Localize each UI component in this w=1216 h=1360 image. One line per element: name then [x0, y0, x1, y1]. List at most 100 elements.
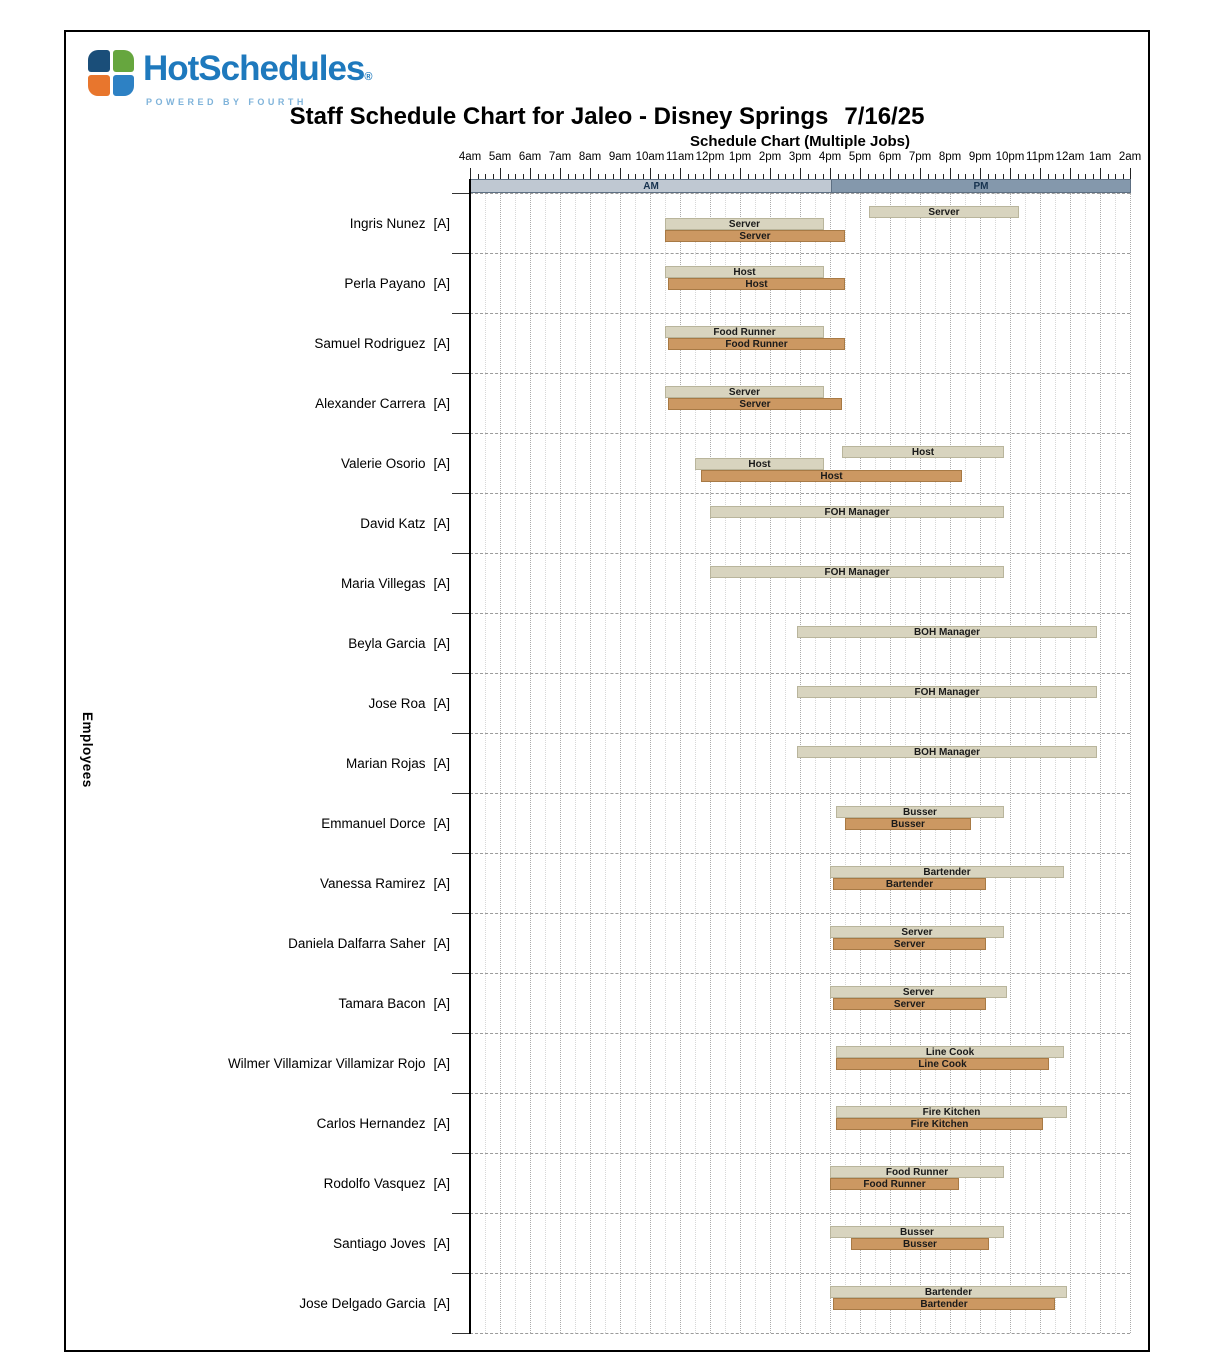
gridline-vertical — [740, 193, 741, 1333]
time-axis-ticks — [470, 166, 1131, 179]
row-tick — [452, 733, 469, 734]
time-label-2am: 2am — [1118, 151, 1142, 163]
am-band: AM — [470, 179, 831, 193]
row-tick — [452, 253, 469, 254]
shift-bar-scheduled[interactable]: Line Cook — [836, 1046, 1064, 1058]
quarter-tick — [1047, 174, 1049, 179]
quarter-tick — [665, 174, 666, 179]
employee-badge: [A] — [433, 575, 450, 591]
quarter-tick — [935, 174, 936, 179]
shift-bar-scheduled[interactable]: Busser — [830, 1226, 1004, 1238]
employee-badge: [A] — [433, 935, 450, 951]
shift-bar-scheduled[interactable]: Server — [869, 206, 1019, 218]
gridline-vertical — [1100, 193, 1101, 1333]
shift-bar-scheduled[interactable]: Host — [695, 458, 824, 470]
employee-name-text: Jose Roa — [368, 695, 426, 711]
shift-bar-scheduled[interactable]: Host — [665, 266, 824, 278]
y-axis-label: Employees — [80, 712, 95, 788]
time-label-1am: 1am — [1088, 151, 1112, 163]
time-label-5am: 5am — [488, 151, 512, 163]
shift-bar-scheduled[interactable]: BOH Manager — [797, 626, 1097, 638]
hour-tick — [890, 168, 891, 179]
shift-bar-actual[interactable]: Server — [668, 398, 842, 410]
row-tick — [452, 1153, 469, 1154]
logo-quadrant-orange — [88, 74, 110, 96]
shift-bar-actual[interactable]: Busser — [851, 1238, 989, 1250]
shift-bar-scheduled[interactable]: FOH Manager — [797, 686, 1097, 698]
quarter-tick — [695, 174, 696, 179]
quarter-tick — [597, 174, 599, 179]
shift-bar-scheduled[interactable]: FOH Manager — [710, 566, 1004, 578]
employee-name-text: Samuel Rodriguez — [314, 335, 426, 351]
brand-wordmark: HotSchedules® — [143, 50, 373, 96]
gridline-vertical — [905, 193, 906, 1333]
employee-name-text: Carlos Hernandez — [316, 1115, 426, 1131]
chart-subtitle: Schedule Chart (Multiple Jobs) — [689, 133, 911, 150]
quarter-tick — [822, 174, 824, 179]
employee-name-text: Valerie Osorio — [340, 455, 426, 471]
shift-bar-actual[interactable]: Food Runner — [668, 338, 845, 350]
employee-name: Maria Villegas [A] — [86, 553, 450, 613]
row-tick — [452, 313, 469, 314]
quarter-tick — [492, 174, 494, 179]
shift-bar-actual[interactable]: Fire Kitchen — [836, 1118, 1043, 1130]
hour-tick — [860, 168, 861, 179]
shift-bar-scheduled[interactable]: FOH Manager — [710, 506, 1004, 518]
shift-bar-actual[interactable]: Line Cook — [836, 1058, 1049, 1070]
row-tick — [452, 853, 469, 854]
shift-bar-scheduled[interactable]: Server — [665, 386, 824, 398]
shift-bar-scheduled[interactable]: BOH Manager — [797, 746, 1097, 758]
shift-bar-actual[interactable]: Server — [833, 938, 986, 950]
time-label-9pm: 9pm — [968, 151, 992, 163]
shift-bar-scheduled[interactable]: Bartender — [830, 1286, 1067, 1298]
schedule-row: Line Cook Line Cook — [470, 1033, 1130, 1093]
schedule-row: FOH Manager — [470, 553, 1130, 613]
hour-tick — [620, 168, 621, 179]
time-label-10am: 10am — [635, 151, 665, 163]
gridline-vertical — [830, 193, 831, 1333]
schedule-row: FOH Manager — [470, 673, 1130, 733]
employee-name: Samuel Rodriguez [A] — [86, 313, 450, 373]
time-label-8am: 8am — [578, 151, 602, 163]
shift-bar-scheduled[interactable]: Fire Kitchen — [836, 1106, 1067, 1118]
employee-badge: [A] — [433, 215, 450, 231]
shift-bar-scheduled[interactable]: Server — [830, 986, 1007, 998]
shift-bar-actual[interactable]: Server — [665, 230, 845, 242]
logo-quadrant-navy — [88, 50, 110, 72]
employee-name: Tamara Bacon [A] — [86, 973, 450, 1033]
gridline-vertical — [815, 193, 816, 1333]
shift-bar-actual[interactable]: Busser — [845, 818, 971, 830]
quarter-tick — [995, 174, 996, 179]
quarter-tick — [732, 174, 734, 179]
shift-bar-actual[interactable]: Bartender — [833, 878, 986, 890]
time-label-4pm: 4pm — [818, 151, 842, 163]
shift-bar-scheduled[interactable]: Bartender — [830, 866, 1064, 878]
gridline-vertical — [620, 193, 621, 1333]
shift-bar-scheduled[interactable]: Busser — [836, 806, 1004, 818]
employee-badge: [A] — [433, 875, 450, 891]
shift-bar-actual[interactable]: Food Runner — [830, 1178, 959, 1190]
quarter-tick — [1002, 174, 1004, 179]
shift-bar-actual[interactable]: Server — [833, 998, 986, 1010]
gridline-vertical — [995, 193, 996, 1333]
hour-tick — [560, 168, 561, 179]
row-tick — [452, 913, 469, 914]
time-label-11am: 11am — [666, 151, 694, 163]
shift-bar-scheduled[interactable]: Host — [842, 446, 1004, 458]
shift-bar-actual[interactable]: Host — [701, 470, 962, 482]
shift-bar-actual[interactable]: Bartender — [833, 1298, 1055, 1310]
employee-badge: [A] — [433, 995, 450, 1011]
hour-tick — [1040, 168, 1041, 179]
shift-bar-scheduled[interactable]: Food Runner — [665, 326, 824, 338]
employee-badge: [A] — [433, 635, 450, 651]
shift-bar-scheduled[interactable]: Food Runner — [830, 1166, 1004, 1178]
shift-bar-actual[interactable]: Host — [668, 278, 845, 290]
time-label-12am: 12am — [1055, 151, 1085, 163]
shift-bar-scheduled[interactable]: Server — [830, 926, 1004, 938]
schedule-row: Host Host Host — [470, 433, 1130, 493]
hour-tick — [650, 168, 651, 179]
employee-badge: [A] — [433, 275, 450, 291]
shift-bar-scheduled[interactable]: Server — [665, 218, 824, 230]
quarter-tick — [657, 174, 659, 179]
quarter-tick — [792, 174, 794, 179]
